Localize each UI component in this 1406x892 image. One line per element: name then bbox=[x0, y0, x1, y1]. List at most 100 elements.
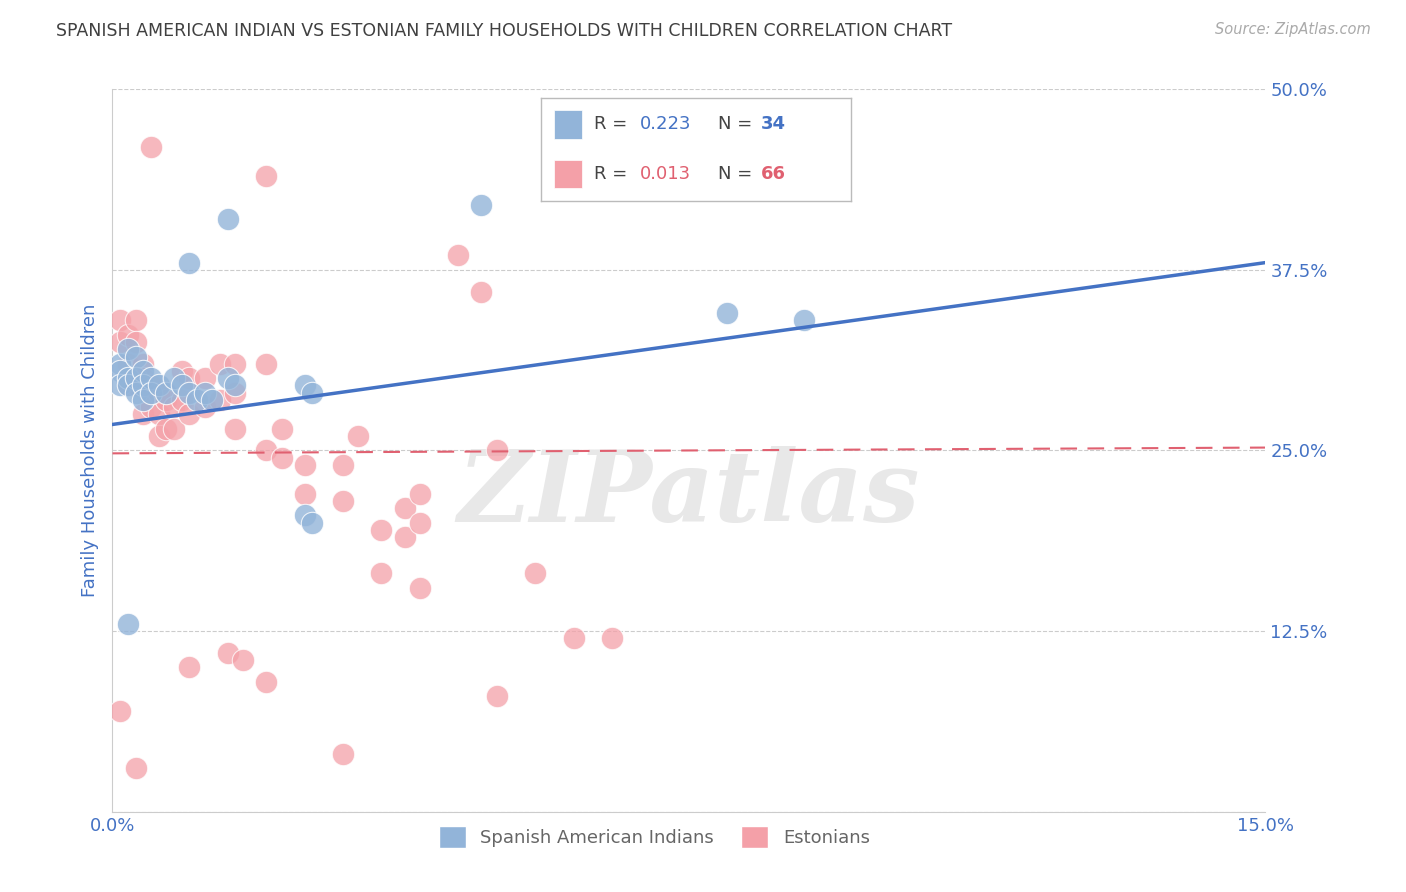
Point bbox=[294, 487, 316, 501]
Point bbox=[194, 371, 217, 385]
Point bbox=[139, 371, 162, 385]
Point bbox=[294, 458, 316, 472]
Point bbox=[217, 212, 239, 227]
Point bbox=[124, 761, 146, 775]
Point bbox=[148, 407, 170, 421]
Point bbox=[179, 255, 201, 269]
Point bbox=[117, 378, 139, 392]
Text: 0.013: 0.013 bbox=[640, 164, 692, 183]
Point bbox=[254, 357, 277, 371]
Point bbox=[524, 566, 547, 581]
Point bbox=[470, 285, 492, 299]
Point bbox=[600, 632, 623, 646]
Point bbox=[132, 378, 155, 392]
Point bbox=[394, 530, 416, 544]
Y-axis label: Family Households with Children: Family Households with Children bbox=[80, 304, 98, 597]
Text: N =: N = bbox=[717, 164, 758, 183]
Point bbox=[370, 566, 392, 581]
Text: Source: ZipAtlas.com: Source: ZipAtlas.com bbox=[1215, 22, 1371, 37]
Point bbox=[716, 306, 738, 320]
Point bbox=[447, 248, 470, 262]
Point bbox=[209, 392, 232, 407]
Point bbox=[179, 371, 201, 385]
Point bbox=[139, 385, 162, 400]
Text: 34: 34 bbox=[761, 115, 786, 133]
Point bbox=[132, 357, 155, 371]
Point bbox=[301, 516, 323, 530]
Point bbox=[117, 378, 139, 392]
Point bbox=[117, 371, 139, 385]
Point bbox=[155, 422, 177, 436]
Point bbox=[139, 378, 162, 392]
Point bbox=[485, 443, 508, 458]
Point bbox=[224, 378, 246, 392]
Point bbox=[409, 516, 432, 530]
Point bbox=[332, 458, 354, 472]
Point bbox=[170, 392, 193, 407]
Point bbox=[562, 632, 585, 646]
Point bbox=[224, 422, 246, 436]
Point bbox=[224, 357, 246, 371]
Point bbox=[217, 646, 239, 660]
Point bbox=[201, 392, 224, 407]
Point bbox=[139, 400, 162, 414]
Text: R =: R = bbox=[593, 115, 633, 133]
Point bbox=[132, 392, 155, 407]
Point bbox=[370, 523, 392, 537]
Point bbox=[270, 422, 292, 436]
Point bbox=[132, 364, 155, 378]
Point bbox=[224, 385, 246, 400]
Point bbox=[170, 378, 193, 392]
Point bbox=[108, 313, 131, 327]
Point bbox=[179, 385, 201, 400]
Point bbox=[117, 616, 139, 631]
Point bbox=[209, 357, 232, 371]
Point bbox=[270, 450, 292, 465]
Point bbox=[294, 378, 316, 392]
Point bbox=[194, 400, 217, 414]
Legend: Spanish American Indians, Estonians: Spanish American Indians, Estonians bbox=[430, 817, 879, 857]
Point bbox=[170, 364, 193, 378]
Text: R =: R = bbox=[593, 164, 633, 183]
Point bbox=[163, 422, 186, 436]
Point bbox=[793, 313, 815, 327]
Bar bbox=[554, 160, 582, 188]
Point bbox=[117, 327, 139, 342]
Point bbox=[347, 429, 370, 443]
Point bbox=[332, 494, 354, 508]
Point bbox=[155, 392, 177, 407]
Text: N =: N = bbox=[717, 115, 758, 133]
Point bbox=[294, 508, 316, 523]
Point bbox=[254, 674, 277, 689]
Text: SPANISH AMERICAN INDIAN VS ESTONIAN FAMILY HOUSEHOLDS WITH CHILDREN CORRELATION : SPANISH AMERICAN INDIAN VS ESTONIAN FAMI… bbox=[56, 22, 952, 40]
Point bbox=[186, 392, 208, 407]
Point bbox=[124, 371, 146, 385]
Point bbox=[124, 334, 146, 349]
Point bbox=[394, 501, 416, 516]
Point bbox=[124, 385, 146, 400]
Point bbox=[108, 378, 131, 392]
Point bbox=[124, 350, 146, 364]
Point bbox=[108, 704, 131, 718]
Point bbox=[132, 371, 155, 385]
Point bbox=[470, 198, 492, 212]
Text: 66: 66 bbox=[761, 164, 786, 183]
Text: ZIPatlas: ZIPatlas bbox=[458, 446, 920, 542]
Point bbox=[139, 140, 162, 154]
Point bbox=[155, 385, 177, 400]
Point bbox=[124, 378, 146, 392]
Point bbox=[194, 385, 217, 400]
Point bbox=[108, 364, 131, 378]
Point bbox=[163, 371, 186, 385]
Point bbox=[148, 385, 170, 400]
Text: 0.223: 0.223 bbox=[640, 115, 692, 133]
Point bbox=[332, 747, 354, 761]
Point bbox=[108, 334, 131, 349]
Point bbox=[117, 343, 139, 357]
Point bbox=[179, 407, 201, 421]
Point bbox=[409, 581, 432, 595]
Point bbox=[179, 660, 201, 674]
Point bbox=[485, 689, 508, 703]
Point bbox=[163, 400, 186, 414]
Point bbox=[148, 378, 170, 392]
